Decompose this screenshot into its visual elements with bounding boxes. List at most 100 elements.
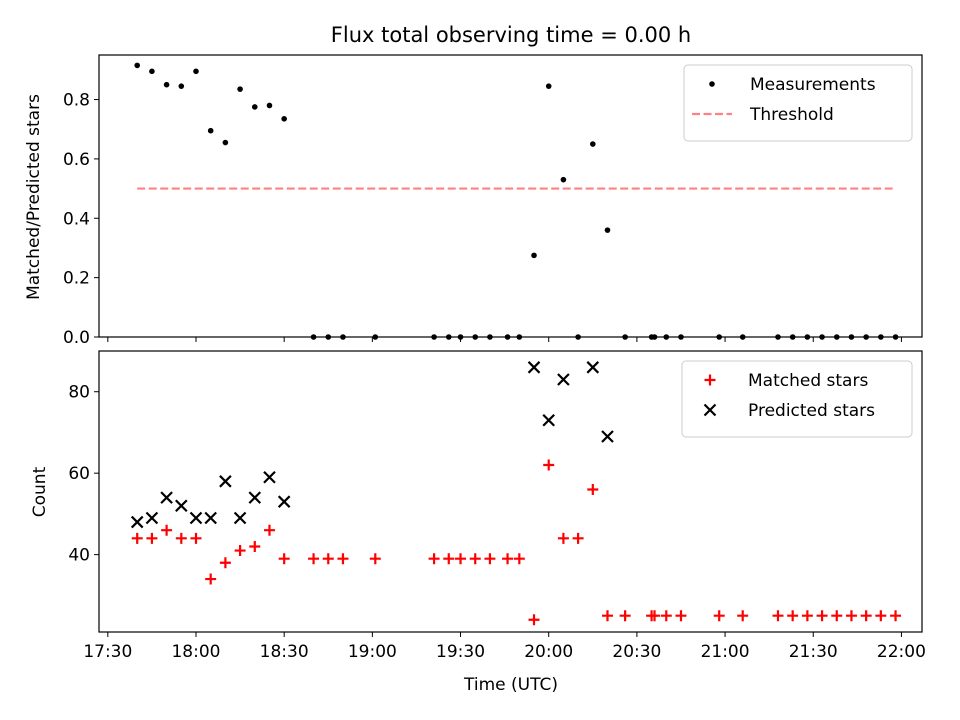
matched-star-point — [308, 553, 320, 565]
predicted-star-point — [204, 511, 217, 525]
measurement-point — [545, 83, 552, 89]
legend-matched-handle — [704, 374, 716, 386]
matched-star-point — [249, 540, 261, 552]
measurement-point — [716, 334, 722, 340]
predicted-star-point — [130, 515, 144, 529]
predicted-star-point — [601, 430, 614, 443]
measurement-point — [819, 334, 825, 340]
measurement-point — [789, 334, 796, 340]
measurement-point — [325, 334, 332, 340]
y-tick-label: 60 — [68, 464, 90, 484]
matched-star-point — [801, 610, 813, 622]
measurement-point — [863, 334, 869, 340]
plot-frame — [98, 350, 923, 633]
predicted-star-point — [263, 470, 276, 484]
y-tick-label: 80 — [68, 383, 90, 403]
predicted-star-point — [160, 491, 173, 504]
matched-star-point — [469, 553, 481, 565]
matched-star-point — [337, 553, 349, 565]
measurement-point — [804, 334, 811, 340]
x-axis-label: Time (UTC) — [463, 675, 558, 695]
matched-star-point — [263, 524, 275, 536]
y-tick-label: 0.2 — [63, 269, 90, 289]
matched-star-point — [484, 553, 496, 565]
matched-star-point — [322, 553, 334, 565]
measurement-point — [775, 334, 781, 340]
measurement-point — [622, 334, 628, 340]
matched-star-point — [816, 610, 828, 622]
y-tick-label: 0.6 — [63, 150, 90, 170]
matched-star-point — [161, 524, 173, 536]
matched-star-point — [175, 532, 187, 544]
matched-star-point — [513, 553, 525, 565]
chart-title: Flux total observing time = 0.00 h — [331, 23, 691, 47]
measurement-point — [207, 127, 214, 134]
x-tick-label: 21:00 — [701, 642, 750, 662]
matched-star-point — [787, 610, 799, 622]
matched-star-point — [587, 483, 599, 495]
matched-star-point — [557, 532, 569, 544]
legend-box — [683, 64, 913, 142]
measurement-point — [516, 334, 523, 340]
matched-star-point — [502, 553, 514, 565]
measurement-point — [340, 334, 346, 340]
measurement-point — [678, 334, 684, 340]
measurement-point — [878, 334, 884, 340]
measurement-point — [560, 176, 567, 183]
measurement-point — [739, 334, 746, 340]
predicted-star-point — [557, 373, 570, 386]
predicted-star-point — [145, 511, 159, 525]
measurement-point — [445, 334, 452, 340]
matched-star-point — [619, 610, 631, 622]
x-tick-label: 22:00 — [877, 642, 926, 662]
top-panel: 0.0 0.2 0.4 0.6 0.8 Measurements Threshold — [63, 54, 923, 348]
matched-star-point — [890, 610, 902, 622]
measurement-point — [848, 334, 855, 340]
predicted-star-point — [248, 491, 262, 504]
measurement-point — [237, 86, 243, 92]
matched-star-point — [528, 614, 540, 626]
measurement-point — [431, 334, 437, 340]
measurement-point — [178, 83, 185, 89]
predicted-star-point — [189, 511, 203, 525]
measurement-point — [663, 334, 670, 340]
legend-label: Threshold — [749, 105, 834, 125]
legend-predicted-handle — [703, 403, 717, 417]
measurement-point — [590, 141, 596, 147]
measurement-point — [163, 81, 170, 88]
predicted-star-point — [233, 511, 247, 525]
matched-star-point — [649, 610, 661, 622]
measurement-point — [651, 334, 658, 340]
measurement-point — [222, 139, 229, 146]
measurement-point — [193, 68, 199, 75]
measurement-point — [472, 334, 479, 340]
bottom-panel: 40 60 80 17:30 18:00 18:30 19:00 19:30 20:00 20:3… — [68, 350, 926, 662]
matched-star-point — [772, 610, 784, 622]
matched-star-point — [875, 610, 887, 622]
matched-star-point — [234, 545, 246, 557]
measurement-point — [575, 334, 581, 340]
matched-star-point — [278, 553, 290, 565]
legend-box — [681, 360, 913, 438]
matched-star-point — [190, 532, 202, 544]
measurement-point — [134, 62, 141, 69]
y-tick-label: 0.8 — [63, 91, 90, 111]
x-tick-label: 19:00 — [348, 642, 397, 662]
x-tick-label: 19:30 — [436, 642, 485, 662]
matched-star-point — [443, 553, 455, 565]
x-tick-label: 20:00 — [524, 642, 573, 662]
y-tick-label: 0.0 — [63, 328, 90, 348]
measurement-point — [892, 334, 899, 340]
plot-frame — [98, 54, 923, 338]
measurement-point — [310, 334, 317, 340]
matched-star-point — [572, 532, 584, 544]
matched-star-point — [831, 610, 843, 622]
matched-star-point — [601, 610, 613, 622]
measurement-point — [531, 252, 537, 259]
matched-star-point — [543, 459, 555, 471]
predicted-star-point — [277, 495, 291, 508]
matched-star-point — [219, 557, 231, 569]
y-tick-label: 40 — [68, 546, 90, 566]
predicted-star-point — [542, 413, 555, 427]
